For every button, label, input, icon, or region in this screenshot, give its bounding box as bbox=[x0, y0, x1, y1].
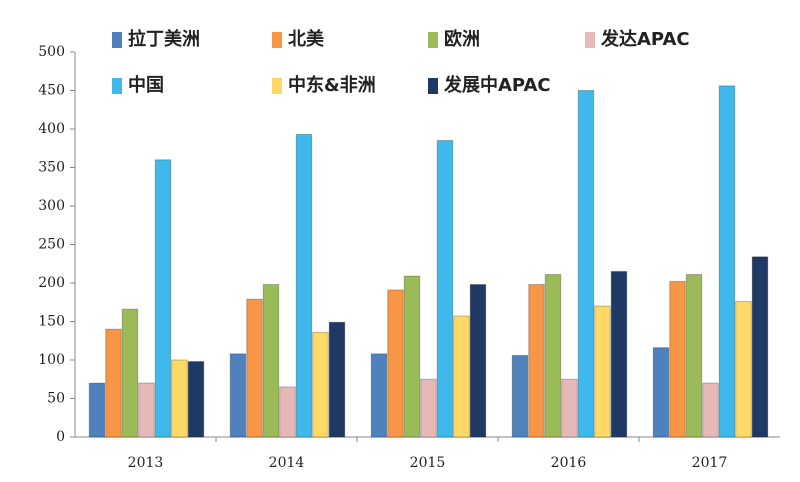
legend-swatch bbox=[272, 32, 282, 48]
y-tick-label: 450 bbox=[38, 83, 65, 99]
bar bbox=[229, 353, 247, 438]
x-tick-label: 2016 bbox=[551, 455, 587, 471]
y-tick-label: 250 bbox=[38, 237, 65, 253]
bar bbox=[328, 321, 346, 438]
bar bbox=[702, 382, 719, 438]
x-tick-label: 2013 bbox=[128, 455, 164, 471]
bar bbox=[312, 331, 329, 438]
y-tick-label: 0 bbox=[56, 429, 65, 445]
y-tick-label: 150 bbox=[38, 314, 65, 330]
y-tick-label: 350 bbox=[38, 160, 65, 176]
legend-swatch bbox=[428, 32, 438, 48]
bar bbox=[735, 300, 752, 438]
legend-swatch bbox=[112, 78, 122, 94]
bar bbox=[528, 284, 545, 438]
y-tick-label: 200 bbox=[38, 275, 65, 291]
legend-label: 欧洲 bbox=[444, 28, 480, 50]
legend-swatch bbox=[272, 78, 282, 94]
legend-label: 中国 bbox=[128, 74, 164, 96]
bar bbox=[751, 256, 769, 438]
y-tick-label: 400 bbox=[38, 121, 65, 137]
bar bbox=[436, 140, 454, 438]
bar bbox=[453, 315, 470, 438]
bar bbox=[295, 133, 313, 438]
bar bbox=[718, 85, 736, 438]
bar bbox=[246, 298, 263, 438]
bar bbox=[420, 378, 437, 438]
bar bbox=[685, 274, 703, 438]
bar bbox=[262, 284, 280, 438]
bar bbox=[105, 328, 122, 438]
x-tick-label: 2015 bbox=[410, 455, 446, 471]
y-tick-label: 100 bbox=[38, 352, 65, 368]
bar bbox=[469, 284, 487, 438]
legend-label: 拉丁美洲 bbox=[128, 28, 200, 50]
legend-label: 北美 bbox=[288, 28, 324, 50]
bar bbox=[187, 361, 205, 438]
bar bbox=[652, 347, 670, 438]
y-tick-label: 300 bbox=[38, 198, 65, 214]
bar bbox=[594, 305, 611, 438]
bar bbox=[610, 270, 628, 438]
bar bbox=[138, 382, 155, 438]
bar bbox=[370, 353, 388, 438]
bar bbox=[154, 159, 172, 438]
x-tick-label: 2014 bbox=[269, 455, 305, 471]
y-tick-label: 500 bbox=[38, 44, 65, 60]
legend-swatch bbox=[428, 78, 438, 94]
bar bbox=[511, 354, 529, 438]
bar bbox=[387, 289, 404, 438]
bar bbox=[279, 386, 296, 438]
bar bbox=[577, 90, 595, 438]
bar bbox=[88, 382, 106, 438]
x-tick-label: 2017 bbox=[692, 455, 728, 471]
y-tick-label: 50 bbox=[47, 391, 65, 407]
legend-swatch bbox=[112, 32, 122, 48]
legend-swatch bbox=[585, 32, 595, 48]
bar bbox=[544, 274, 562, 438]
bar bbox=[121, 308, 139, 438]
bar bbox=[561, 378, 578, 438]
bar bbox=[669, 280, 686, 438]
legend-label: 中东&非洲 bbox=[288, 74, 376, 96]
legend-label: 发达APAC bbox=[600, 28, 690, 50]
legend-label: 发展中APAC bbox=[443, 74, 551, 96]
bar bbox=[171, 359, 188, 438]
bar bbox=[403, 275, 421, 438]
